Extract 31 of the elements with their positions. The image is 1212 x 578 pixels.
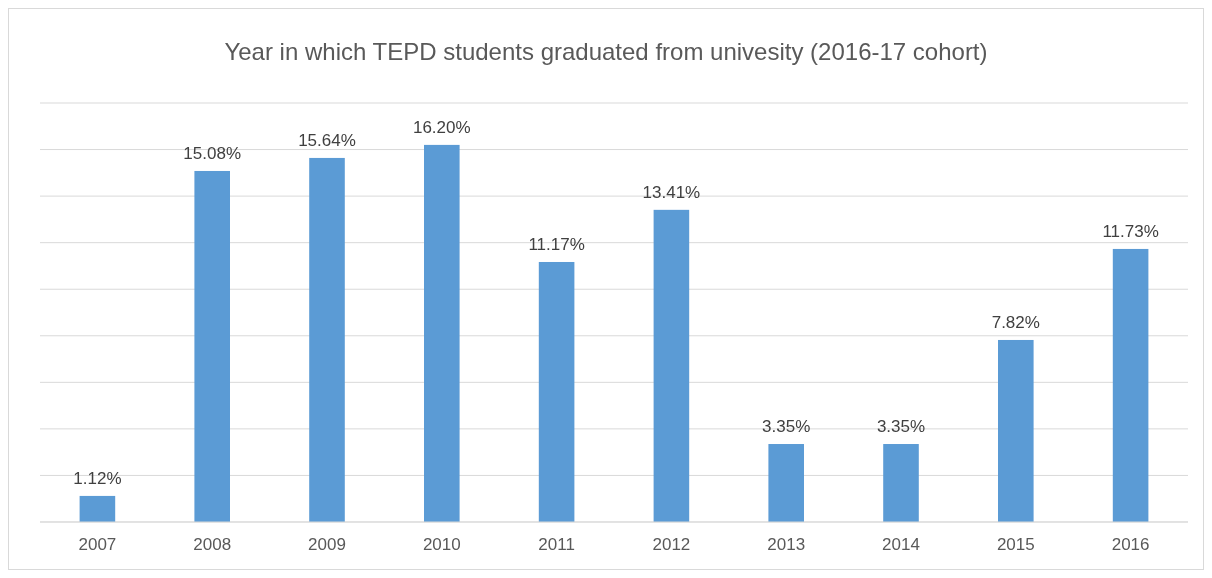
data-label: 13.41% [642, 182, 701, 202]
x-tick-label: 2011 [538, 535, 575, 554]
data-label: 15.08% [183, 143, 242, 163]
data-label: 16.20% [412, 117, 471, 137]
data-label: 11.17% [528, 234, 585, 254]
x-tick-label: 2014 [882, 535, 920, 554]
x-tick-label: 2008 [193, 535, 232, 554]
bar [1112, 248, 1149, 522]
data-label: 3.35% [762, 417, 811, 437]
data-label: 7.82% [991, 312, 1040, 332]
x-tick-label: 2010 [422, 535, 461, 554]
x-tick-label: 2007 [78, 535, 117, 554]
data-label: 3.35% [876, 417, 926, 437]
x-tick-label: 2015 [996, 535, 1035, 554]
bar [998, 339, 1034, 522]
bar [424, 144, 460, 522]
data-label: 15.64% [298, 130, 356, 150]
data-label: 1.12% [73, 468, 122, 488]
x-tick-label: 2016 [1111, 535, 1150, 554]
bar [883, 444, 919, 522]
x-tick-label: 2012 [652, 535, 691, 554]
bar [768, 444, 804, 522]
x-tick-label: 2009 [308, 535, 346, 554]
chart-title: Year in which TEPD students graduated from univesity (2016-17 cohort) [224, 38, 988, 65]
data-label: 11.73% [1102, 221, 1159, 241]
x-tick-label: 2013 [767, 535, 806, 554]
bar [538, 261, 575, 522]
bar [194, 170, 230, 522]
bar [309, 157, 345, 522]
bar [79, 495, 116, 522]
bar [653, 209, 690, 522]
